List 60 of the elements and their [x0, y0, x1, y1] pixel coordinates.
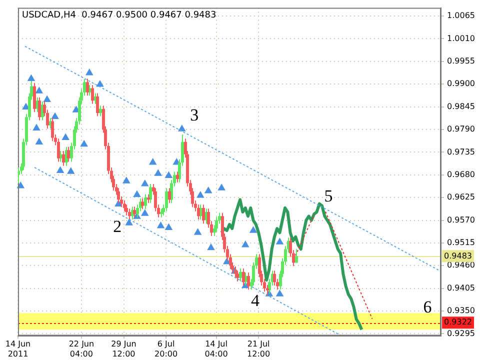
point	[86, 68, 93, 76]
y-tick-label: 0.9350	[447, 306, 476, 316]
y-tick-label: 0.9680	[447, 170, 476, 179]
point	[36, 138, 43, 145]
annotation: 3	[190, 106, 199, 125]
point	[62, 134, 70, 140]
point	[207, 244, 215, 250]
point	[51, 112, 59, 119]
point	[141, 210, 148, 216]
y-tick-label: 0.9570	[447, 215, 476, 224]
point	[276, 238, 284, 244]
y-tick-label: 1.0065	[447, 11, 476, 20]
point	[276, 290, 284, 296]
y-tick-label: 0.9295	[447, 328, 476, 338]
point	[28, 74, 35, 82]
point	[250, 226, 257, 233]
point	[194, 228, 202, 235]
point	[218, 184, 226, 190]
x-tick-label: 6 Jul 20:00	[154, 340, 178, 358]
y-tick-label: 0.9625	[447, 192, 476, 202]
ref-line-label: 0.9322	[444, 318, 472, 327]
y-tick-label: 0.9515	[447, 238, 476, 248]
y-tick-label: 0.9735	[447, 147, 476, 156]
point	[96, 80, 104, 87]
y-tick-label: 0.9845	[447, 102, 476, 111]
annotation: 6	[423, 297, 432, 316]
point	[126, 219, 133, 226]
point	[122, 177, 130, 184]
point	[133, 190, 140, 197]
point	[17, 182, 24, 188]
point	[141, 180, 148, 186]
point	[204, 186, 212, 194]
x-tick-label: 21 Jul 12:00	[247, 340, 270, 358]
x-tick-label: 14 Jun 2011	[5, 340, 31, 358]
x-tick-label: 22 Jun 04:00	[68, 340, 94, 358]
x-tick-label: 14 Jul 04:00	[204, 340, 228, 358]
annotation: 4	[251, 290, 260, 310]
x-tick-label: 29 Jun 12:00	[111, 340, 136, 358]
point	[56, 166, 64, 174]
point	[242, 241, 249, 248]
point	[157, 222, 164, 228]
y-tick-label: 0.9955	[447, 56, 476, 66]
ref-line-label: 0.9483	[444, 251, 472, 260]
chart-title: USDCAD,H4 0.9467 0.9500 0.9467 0.9483	[22, 10, 216, 21]
y-tick-label: 0.9790	[447, 124, 476, 134]
y-tick-label: 0.9405	[447, 283, 476, 292]
y-tick-label: 1.0010	[447, 34, 476, 43]
point	[154, 170, 162, 176]
point	[80, 140, 88, 147]
point	[32, 124, 40, 131]
point	[44, 96, 51, 102]
y-tick-label: 0.9900	[447, 79, 476, 88]
point	[149, 158, 156, 165]
annotation: 2	[113, 217, 122, 236]
annotation: 5	[324, 186, 333, 206]
point	[196, 192, 204, 198]
point	[165, 224, 172, 230]
point	[36, 87, 43, 94]
point	[165, 172, 172, 178]
point	[67, 168, 74, 174]
